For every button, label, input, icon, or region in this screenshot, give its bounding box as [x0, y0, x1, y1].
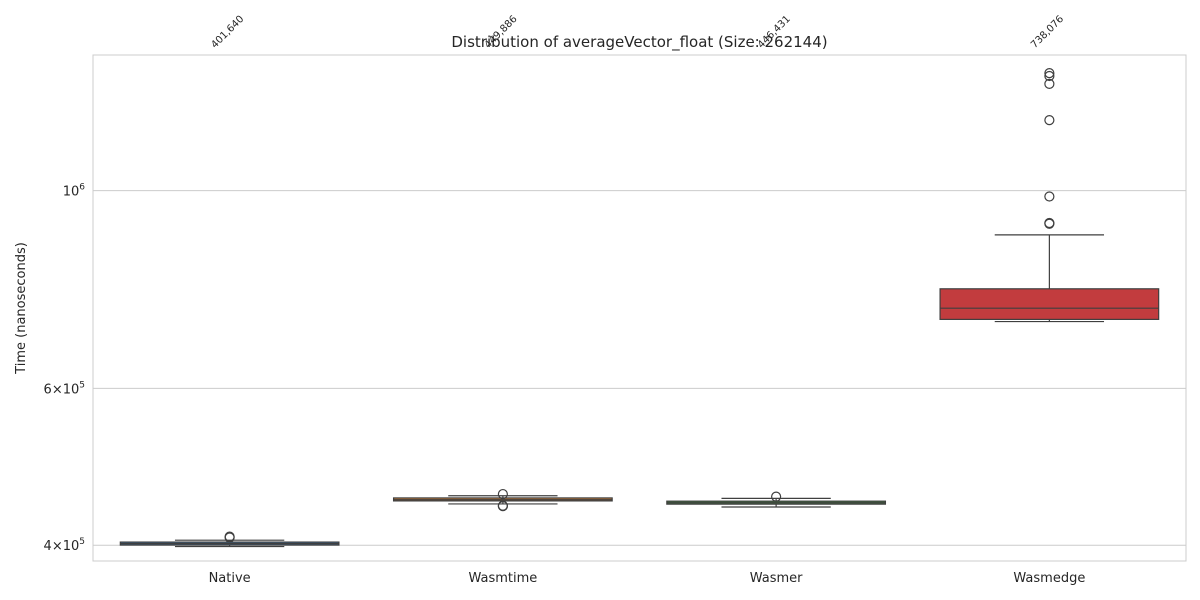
outlier-point	[497, 501, 508, 512]
x-tick-label: Wasmedge	[1013, 571, 1085, 586]
y-axis-label: Time (nanoseconds)	[14, 242, 29, 375]
outlier-point	[1044, 68, 1055, 79]
median-value-label: 401,640	[209, 14, 246, 51]
y-tick-label: 6×105	[44, 380, 85, 397]
x-tick-label: Wasmer	[750, 571, 803, 586]
outlier-point	[497, 488, 508, 500]
box-layer	[119, 68, 1160, 548]
median-value-label: 738,076	[1029, 14, 1066, 51]
outlier-point	[1044, 78, 1055, 89]
y-tick-label: 106	[63, 183, 86, 200]
y-tick-label: 4×105	[44, 537, 85, 554]
outlier-point	[771, 491, 782, 502]
chart-title: Distribution of averageVector_float (Siz…	[451, 33, 827, 52]
x-tick-label: Native	[209, 571, 251, 586]
outlier-point	[1044, 191, 1055, 202]
x-tick-label: Wasmtime	[468, 571, 537, 586]
outlier-point	[224, 531, 235, 542]
box-wasmedge	[939, 288, 1160, 320]
outlier-point	[1044, 217, 1055, 229]
outlier-point	[1044, 70, 1055, 82]
outlier-point	[1044, 115, 1055, 126]
